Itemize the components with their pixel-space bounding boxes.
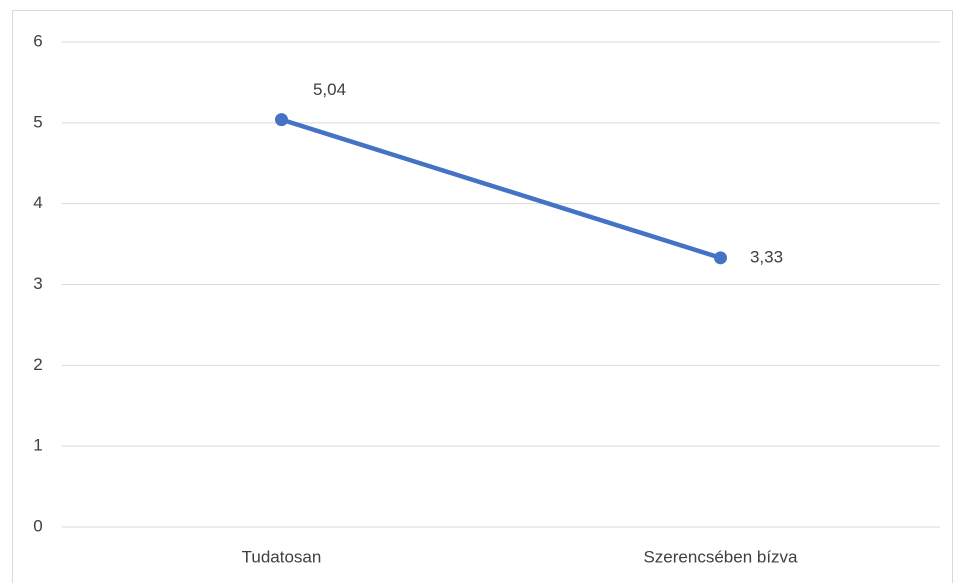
line xyxy=(279,117,723,261)
y-tick-label: 5 xyxy=(33,112,42,131)
y-tick-label: 1 xyxy=(33,436,42,455)
marker xyxy=(714,251,727,265)
y-tick-label: 0 xyxy=(33,516,42,535)
x-tick-label: Tudatosan xyxy=(242,547,322,566)
x-tick-label: Szerencsében bízva xyxy=(643,547,798,566)
y-tick-label: 2 xyxy=(33,355,42,374)
data-label: 3,33 xyxy=(750,247,783,266)
y-tick-label: 6 xyxy=(33,31,42,50)
y-tick-label: 3 xyxy=(33,274,42,293)
marker xyxy=(275,113,288,127)
chart-border xyxy=(12,10,953,588)
y-tick-label: 4 xyxy=(33,193,42,212)
data-label: 5,04 xyxy=(313,80,346,99)
